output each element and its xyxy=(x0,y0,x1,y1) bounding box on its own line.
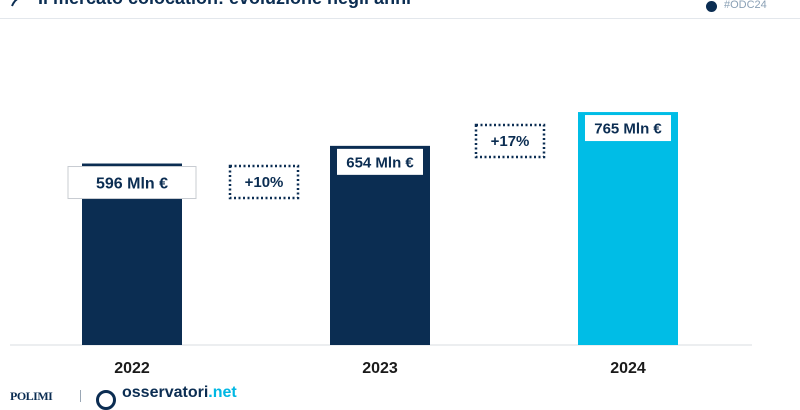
data-label: 765 Mln € xyxy=(594,120,662,137)
value-label-box xyxy=(585,115,671,142)
osservatori-logo-main: osservatori xyxy=(122,384,209,401)
polimi-logo: POLIMI xyxy=(10,389,53,403)
header-divider xyxy=(0,18,800,19)
growth-label: +10% xyxy=(245,174,284,191)
x-tick-label: 2023 xyxy=(362,360,398,377)
osservatori-logo-icon xyxy=(96,390,116,410)
hashtag: #ODC24 xyxy=(724,0,767,11)
bar-chart: 2022 2023 2024 596 Mln € 654 Mln € 765 Mln € +… xyxy=(10,112,752,377)
value-label-box xyxy=(337,148,423,175)
growth-badge xyxy=(228,164,300,200)
x-tick-label: 2024 xyxy=(610,360,646,377)
bar xyxy=(330,145,430,345)
osservatori-logo-suffix: .net xyxy=(208,384,237,401)
observatory-logo-icon xyxy=(11,0,18,7)
twitter-icon xyxy=(706,1,717,12)
growth-badge xyxy=(474,123,546,159)
growth-label: +17% xyxy=(491,133,530,150)
data-label: 654 Mln € xyxy=(346,154,414,171)
footer-separator xyxy=(80,390,81,402)
bar xyxy=(578,112,678,346)
data-label: 596 Mln € xyxy=(96,175,168,192)
x-tick-label: 2022 xyxy=(114,360,150,377)
value-label-box xyxy=(67,166,197,200)
osservatori-logo: osservatori.net xyxy=(122,384,237,402)
hashtag-group: #ODC24 xyxy=(706,0,767,12)
page-title: Il mercato colocation: evoluzione negli … xyxy=(38,0,411,9)
